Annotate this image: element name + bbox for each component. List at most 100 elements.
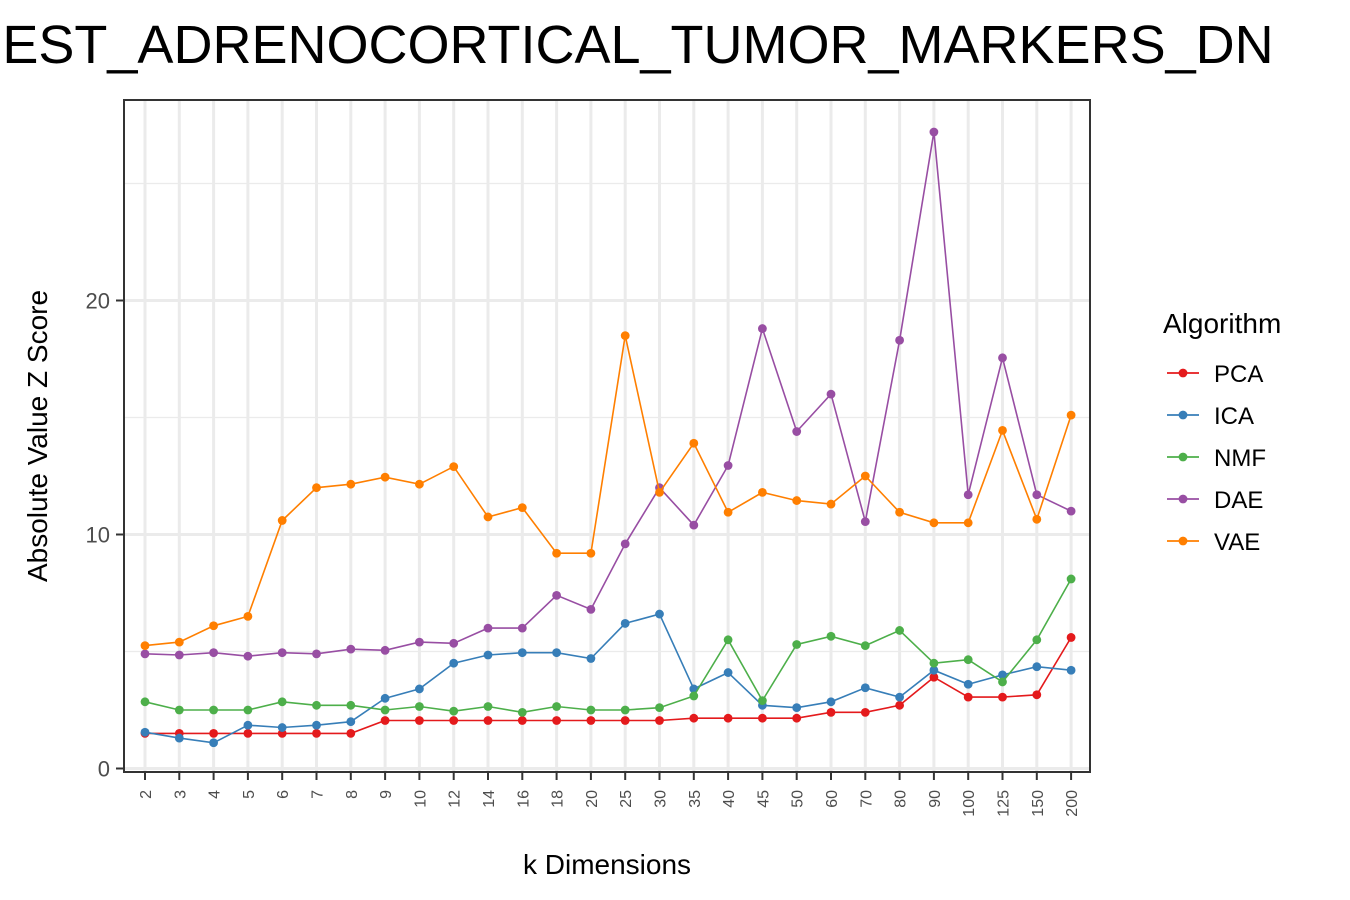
x-tick-label: 16 [515, 790, 532, 808]
x-tick-label: 10 [412, 790, 429, 808]
x-tick-label: 125 [996, 790, 1013, 817]
chart-title: EST_ADRENOCORTICAL_TUMOR_MARKERS_DN [2, 15, 1273, 75]
data-point-ica [312, 720, 321, 730]
data-point-nmf [792, 640, 802, 649]
data-point-nmf [380, 705, 390, 715]
data-point-nmf [723, 635, 733, 645]
data-point-pca [1066, 633, 1076, 642]
series-ica [140, 609, 1076, 748]
data-point-nmf [1032, 635, 1042, 645]
data-point-dae [243, 651, 253, 661]
data-point-dae [483, 623, 493, 633]
data-point-pca [483, 716, 493, 725]
data-point-ica [929, 665, 939, 675]
data-point-pca [312, 729, 321, 738]
legend-item-vae: VAE [1167, 529, 1260, 556]
series-dae [140, 127, 1076, 661]
series-line-ica [144, 613, 1072, 744]
data-point-dae [517, 623, 527, 633]
data-point-dae [792, 427, 802, 436]
data-point-vae [243, 612, 253, 621]
data-point-dae [826, 389, 836, 399]
data-point-vae [655, 487, 664, 497]
x-tick-label: 30 [653, 790, 670, 808]
data-point-vae [1032, 514, 1042, 524]
data-point-ica [517, 648, 527, 658]
legend-label: VAE [1214, 529, 1260, 556]
data-point-dae [586, 604, 596, 614]
data-point-nmf [860, 641, 870, 651]
x-tick-label: 150 [1030, 790, 1047, 817]
data-point-nmf [620, 705, 630, 715]
data-point-nmf [895, 626, 904, 635]
data-point-vae [174, 637, 184, 647]
data-point-ica [586, 654, 596, 663]
data-point-dae [860, 517, 870, 527]
data-point-dae [1032, 490, 1042, 500]
data-point-vae [826, 499, 836, 509]
x-tick-label: 8 [344, 790, 361, 799]
x-tick-label: 25 [618, 790, 635, 808]
legend-label: PCA [1214, 361, 1263, 388]
data-point-dae [929, 127, 939, 137]
data-point-pca [517, 716, 527, 725]
data-point-nmf [277, 697, 287, 707]
data-point-vae [517, 503, 527, 512]
legend-label: NMF [1214, 445, 1266, 472]
data-point-ica [209, 738, 219, 748]
data-point-ica [174, 733, 184, 743]
data-point-nmf [998, 677, 1007, 687]
x-tick-label: 100 [961, 790, 978, 817]
data-point-ica [449, 658, 459, 668]
data-point-ica [998, 670, 1007, 680]
gridlines [124, 100, 1090, 772]
data-point-ica [723, 668, 733, 677]
data-point-vae [586, 548, 596, 558]
data-point-pca [860, 707, 870, 717]
x-tick-label: 12 [447, 790, 464, 808]
legend-title: Algorithm [1163, 308, 1281, 339]
data-point-pca [243, 729, 253, 738]
y-axis: 0 10 20 [86, 289, 124, 782]
data-point-nmf [312, 700, 321, 710]
data-point-vae [552, 548, 561, 558]
data-point-nmf [243, 705, 253, 715]
data-point-nmf [517, 707, 527, 717]
data-point-nmf [929, 658, 939, 668]
data-point-vae [209, 621, 219, 631]
data-point-nmf [1066, 574, 1076, 584]
data-point-ica [140, 727, 150, 737]
data-point-vae [483, 512, 493, 522]
y-tick-label: 10 [86, 523, 110, 548]
data-point-dae [1066, 506, 1076, 516]
data-point-ica [415, 684, 424, 694]
data-point-vae [792, 496, 802, 505]
data-point-pca [929, 672, 939, 682]
data-point-pca [380, 716, 390, 725]
x-tick-label: 35 [687, 790, 704, 808]
data-point-dae [620, 539, 630, 549]
data-point-ica [380, 693, 390, 703]
data-point-dae [174, 650, 184, 660]
data-point-ica [895, 692, 904, 702]
x-tick-label: 6 [275, 790, 292, 799]
data-point-nmf [449, 706, 459, 716]
data-point-dae [346, 644, 356, 654]
data-point-ica [1066, 665, 1076, 675]
data-point-vae [415, 479, 424, 489]
data-point-nmf [483, 702, 493, 711]
data-point-pca [826, 707, 836, 717]
data-point-ica [277, 723, 287, 732]
x-tick-label: 2 [138, 790, 155, 799]
series-line-dae [144, 131, 1072, 658]
x-axis-label: k Dimensions [523, 849, 691, 880]
data-point-ica [552, 648, 561, 658]
data-point-ica [826, 697, 836, 707]
series-line-nmf [144, 578, 1072, 714]
data-point-vae [758, 487, 767, 497]
x-tick-label: 3 [172, 790, 189, 799]
series-vae [140, 331, 1076, 651]
data-point-dae [689, 520, 699, 530]
x-tick-label: 80 [893, 790, 910, 808]
x-tick-label: 5 [241, 790, 258, 799]
